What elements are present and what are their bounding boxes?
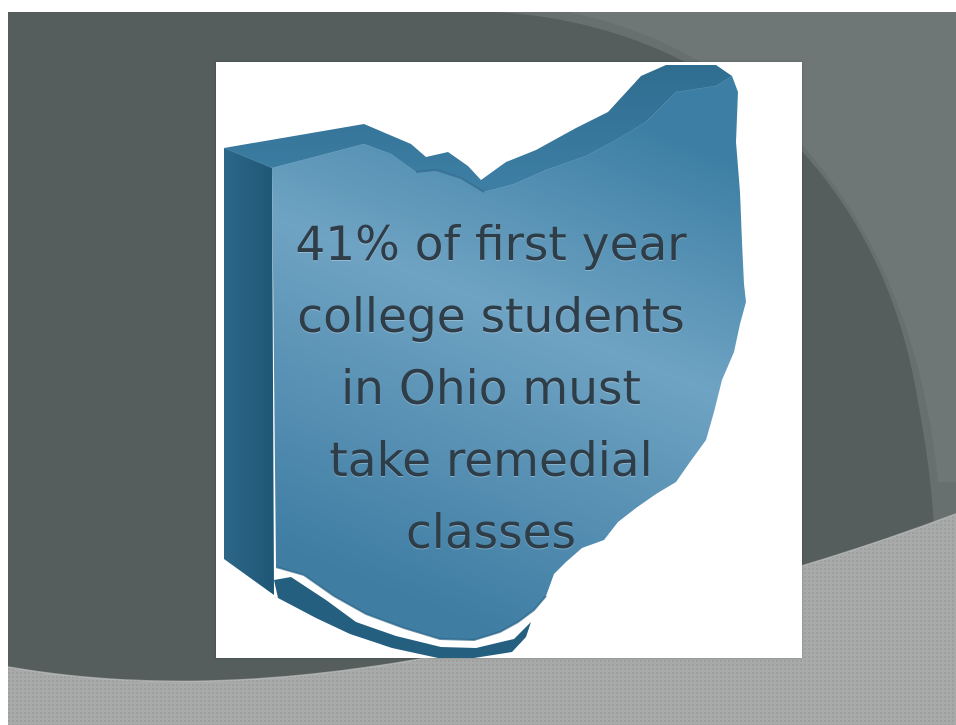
ohio-map-image: 41% of first year college students in Oh… bbox=[216, 62, 802, 658]
presentation-slide: 41% of first year college students in Oh… bbox=[8, 12, 956, 725]
ohio-bottom-side bbox=[274, 577, 531, 658]
ohio-map-shape bbox=[224, 65, 746, 658]
remedial-statistic-text: 41% of first year college students in Oh… bbox=[256, 209, 726, 569]
ohio-left-side bbox=[224, 148, 274, 595]
statistic-line: college students bbox=[297, 289, 685, 344]
statistic-line: in Ohio must bbox=[341, 361, 641, 416]
statistic-line: 41% of first year bbox=[295, 217, 687, 272]
statistic-line: classes bbox=[405, 505, 577, 560]
ohio-top-side bbox=[224, 65, 732, 192]
lower-swoosh bbox=[8, 514, 956, 725]
statistic-line: take remedial bbox=[329, 433, 653, 488]
ohio-front-face bbox=[272, 76, 746, 640]
